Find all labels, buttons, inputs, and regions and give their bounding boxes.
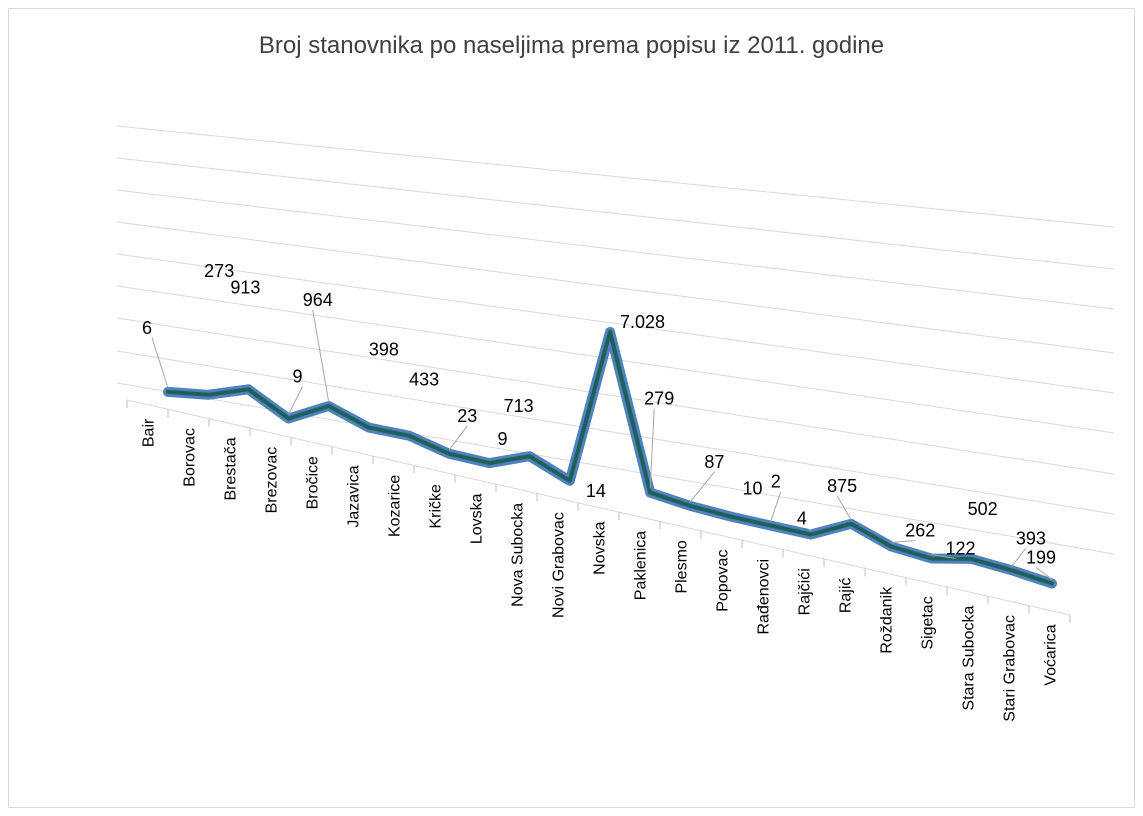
category-label: Bair — [141, 418, 158, 447]
data-label: 23 — [457, 406, 477, 426]
leader-line — [770, 491, 782, 522]
gridlines — [116, 125, 1115, 616]
series-line-inner — [166, 330, 1054, 586]
data-label: 262 — [905, 520, 935, 540]
leader-line — [1035, 567, 1053, 580]
data-label: 502 — [968, 499, 998, 519]
category-label: Stari Grabovac — [1002, 615, 1019, 722]
category-label: Rajčići — [797, 568, 814, 615]
category-label: Rajić — [838, 578, 855, 614]
data-label: 6 — [142, 318, 152, 338]
category-label: Popovac — [715, 550, 732, 612]
data-label: 875 — [827, 476, 857, 496]
data-label: 2 — [771, 472, 781, 492]
data-label: 122 — [945, 539, 975, 559]
leader-line — [649, 408, 655, 489]
leader-line — [836, 495, 852, 521]
gridline — [116, 157, 1115, 270]
gridline — [116, 125, 1115, 228]
category-label: Brezovac — [264, 447, 281, 514]
data-label: 713 — [504, 396, 534, 416]
category-label: Kozarice — [387, 475, 404, 537]
data-label: 9 — [497, 429, 507, 449]
category-label: Kričke — [428, 484, 445, 529]
data-label: 913 — [230, 277, 260, 297]
category-axis — [126, 400, 1071, 623]
data-label: 10 — [743, 479, 763, 499]
gridline — [116, 221, 1115, 354]
chart-title: Broj stanovnika po naseljima prema popis… — [258, 32, 885, 59]
category-labels: Bair Borovac Brestača Brezovac Bročice Jazavi… — [141, 418, 1060, 722]
leader-line — [689, 471, 715, 503]
gridline — [116, 317, 1115, 475]
leader-line — [806, 528, 812, 531]
leader-line — [288, 386, 303, 415]
category-label: Novska — [592, 521, 609, 574]
category-label: Voćarica — [1043, 624, 1060, 685]
leader-line — [891, 539, 916, 543]
leader-line — [312, 309, 330, 403]
leader-line — [448, 425, 468, 451]
gridline — [126, 399, 1071, 616]
gridline — [116, 189, 1115, 310]
category-label: Lovska — [469, 493, 486, 544]
data-label: 398 — [369, 340, 399, 360]
category-label: Sigetac — [920, 596, 937, 649]
category-label: Jazavica — [346, 465, 363, 527]
category-label: Nova Subocka — [510, 503, 527, 607]
category-label: Paklenica — [633, 531, 650, 600]
data-label: 393 — [1016, 528, 1046, 548]
data-label: 964 — [303, 290, 333, 310]
leader-lines — [151, 309, 1053, 580]
chart-frame — [8, 8, 1135, 808]
gridline — [116, 253, 1115, 394]
data-label: 199 — [1026, 548, 1056, 568]
leader-line — [931, 554, 956, 560]
data-label: 9 — [293, 367, 303, 387]
data-label: 279 — [644, 389, 674, 409]
category-label: Stara Subocka — [961, 606, 978, 711]
data-label: 14 — [586, 481, 606, 501]
leader-line — [1011, 547, 1027, 567]
category-label: Roždanik — [879, 586, 896, 654]
data-label: 273 — [204, 261, 234, 281]
category-label: Bročice — [305, 456, 322, 509]
category-label: Borovac — [182, 428, 199, 487]
data-label: 433 — [409, 370, 439, 390]
gridline — [116, 350, 1115, 515]
category-label: Rađenovci — [756, 559, 773, 635]
leader-line — [151, 337, 169, 389]
category-label: Brestača — [223, 437, 240, 500]
series-line — [163, 327, 1057, 589]
data-label: 4 — [797, 508, 807, 528]
data-label: 87 — [704, 452, 724, 472]
category-label: Plesmo — [674, 540, 691, 593]
category-label: Novi Grabovac — [551, 512, 568, 618]
data-label: 7.028 — [620, 312, 665, 332]
